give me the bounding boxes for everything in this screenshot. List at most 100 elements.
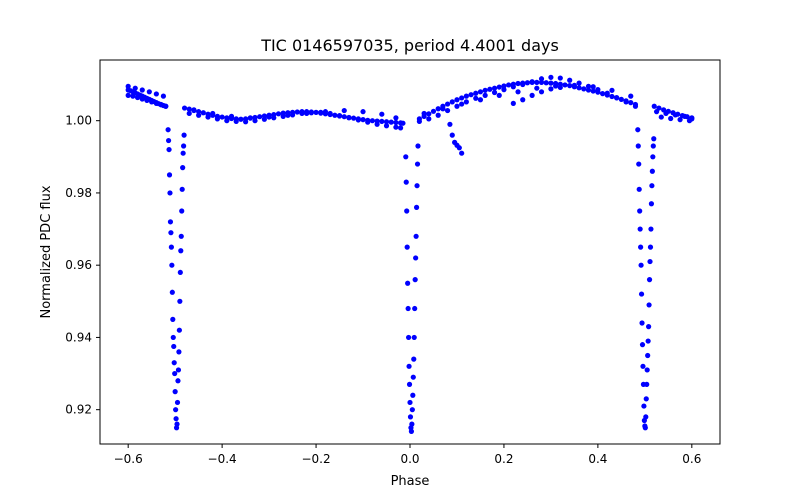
- data-point: [447, 121, 453, 127]
- data-point: [473, 95, 479, 101]
- data-point: [538, 79, 545, 85]
- data-point: [214, 116, 221, 122]
- data-point: [639, 320, 645, 326]
- data-point: [642, 425, 648, 431]
- data-point: [649, 168, 655, 174]
- data-point: [125, 92, 131, 98]
- data-point: [650, 143, 656, 149]
- data-point: [200, 110, 206, 116]
- data-point: [266, 114, 272, 120]
- x-tick-label: 0.2: [494, 452, 513, 466]
- data-point: [648, 226, 654, 232]
- data-point: [651, 136, 657, 142]
- data-point: [413, 255, 419, 261]
- data-point: [646, 324, 652, 330]
- data-point: [196, 112, 202, 118]
- data-point: [351, 115, 357, 121]
- data-point: [473, 90, 479, 96]
- data-point: [327, 110, 333, 117]
- data-point: [585, 87, 592, 93]
- data-point: [412, 277, 418, 283]
- data-point: [553, 83, 559, 89]
- data-point: [409, 421, 415, 427]
- data-point: [383, 123, 390, 129]
- data-point: [172, 389, 178, 395]
- data-point: [548, 74, 554, 80]
- data-point: [649, 183, 655, 189]
- data-point: [170, 334, 176, 341]
- data-point: [379, 111, 385, 117]
- data-point: [408, 428, 415, 434]
- data-point: [414, 161, 421, 167]
- data-point: [415, 143, 421, 149]
- data-point: [482, 87, 488, 93]
- data-point: [393, 124, 399, 130]
- data-point: [414, 183, 420, 189]
- data-point: [576, 85, 582, 91]
- data-point: [468, 92, 474, 98]
- data-points: [125, 74, 695, 434]
- data-point: [557, 75, 563, 81]
- data-point: [614, 94, 620, 101]
- data-point: [638, 244, 644, 250]
- data-point: [165, 127, 171, 133]
- data-point: [636, 161, 642, 167]
- data-point: [510, 84, 516, 90]
- data-point: [163, 103, 169, 109]
- data-point: [257, 114, 263, 120]
- data-point: [224, 118, 230, 124]
- data-point: [638, 291, 645, 297]
- x-tick-label: 0.0: [400, 452, 419, 466]
- data-point: [186, 106, 192, 112]
- data-point: [463, 99, 469, 105]
- data-point: [332, 112, 338, 118]
- data-point: [400, 120, 406, 126]
- data-point: [210, 110, 216, 117]
- data-point: [515, 89, 521, 95]
- data-point: [524, 80, 531, 86]
- data-point: [562, 82, 568, 88]
- data-point: [534, 85, 540, 91]
- data-point: [196, 109, 202, 115]
- data-point: [404, 244, 410, 250]
- data-point: [645, 338, 651, 344]
- data-point: [134, 94, 141, 101]
- data-point: [440, 106, 446, 112]
- data-point: [435, 112, 441, 118]
- data-point: [581, 86, 587, 92]
- data-point: [643, 414, 649, 420]
- data-point: [646, 277, 653, 283]
- data-point: [520, 81, 526, 88]
- data-point: [444, 107, 451, 114]
- data-point: [186, 110, 192, 117]
- data-point: [177, 269, 183, 276]
- data-point: [515, 80, 521, 87]
- data-point: [538, 76, 545, 82]
- data-point: [501, 87, 507, 93]
- data-point: [668, 115, 674, 122]
- data-point: [181, 143, 187, 149]
- data-point: [180, 150, 186, 156]
- data-point: [430, 108, 437, 114]
- data-point: [322, 109, 329, 115]
- data-point: [604, 90, 610, 96]
- data-point: [538, 89, 545, 95]
- data-point: [130, 93, 136, 99]
- data-point: [169, 262, 175, 268]
- x-axis-label: Phase: [391, 474, 430, 489]
- data-point: [501, 83, 507, 89]
- data-point: [658, 114, 664, 120]
- data-point: [496, 92, 502, 98]
- data-point: [166, 146, 172, 153]
- data-point: [175, 378, 181, 384]
- data-point: [146, 89, 152, 95]
- data-point: [651, 103, 657, 109]
- data-point: [487, 86, 493, 92]
- data-point: [635, 143, 641, 149]
- data-point: [641, 403, 647, 409]
- data-point: [496, 84, 502, 90]
- data-point: [623, 99, 629, 105]
- data-point: [398, 125, 404, 131]
- data-point: [405, 334, 412, 341]
- data-point: [369, 118, 376, 124]
